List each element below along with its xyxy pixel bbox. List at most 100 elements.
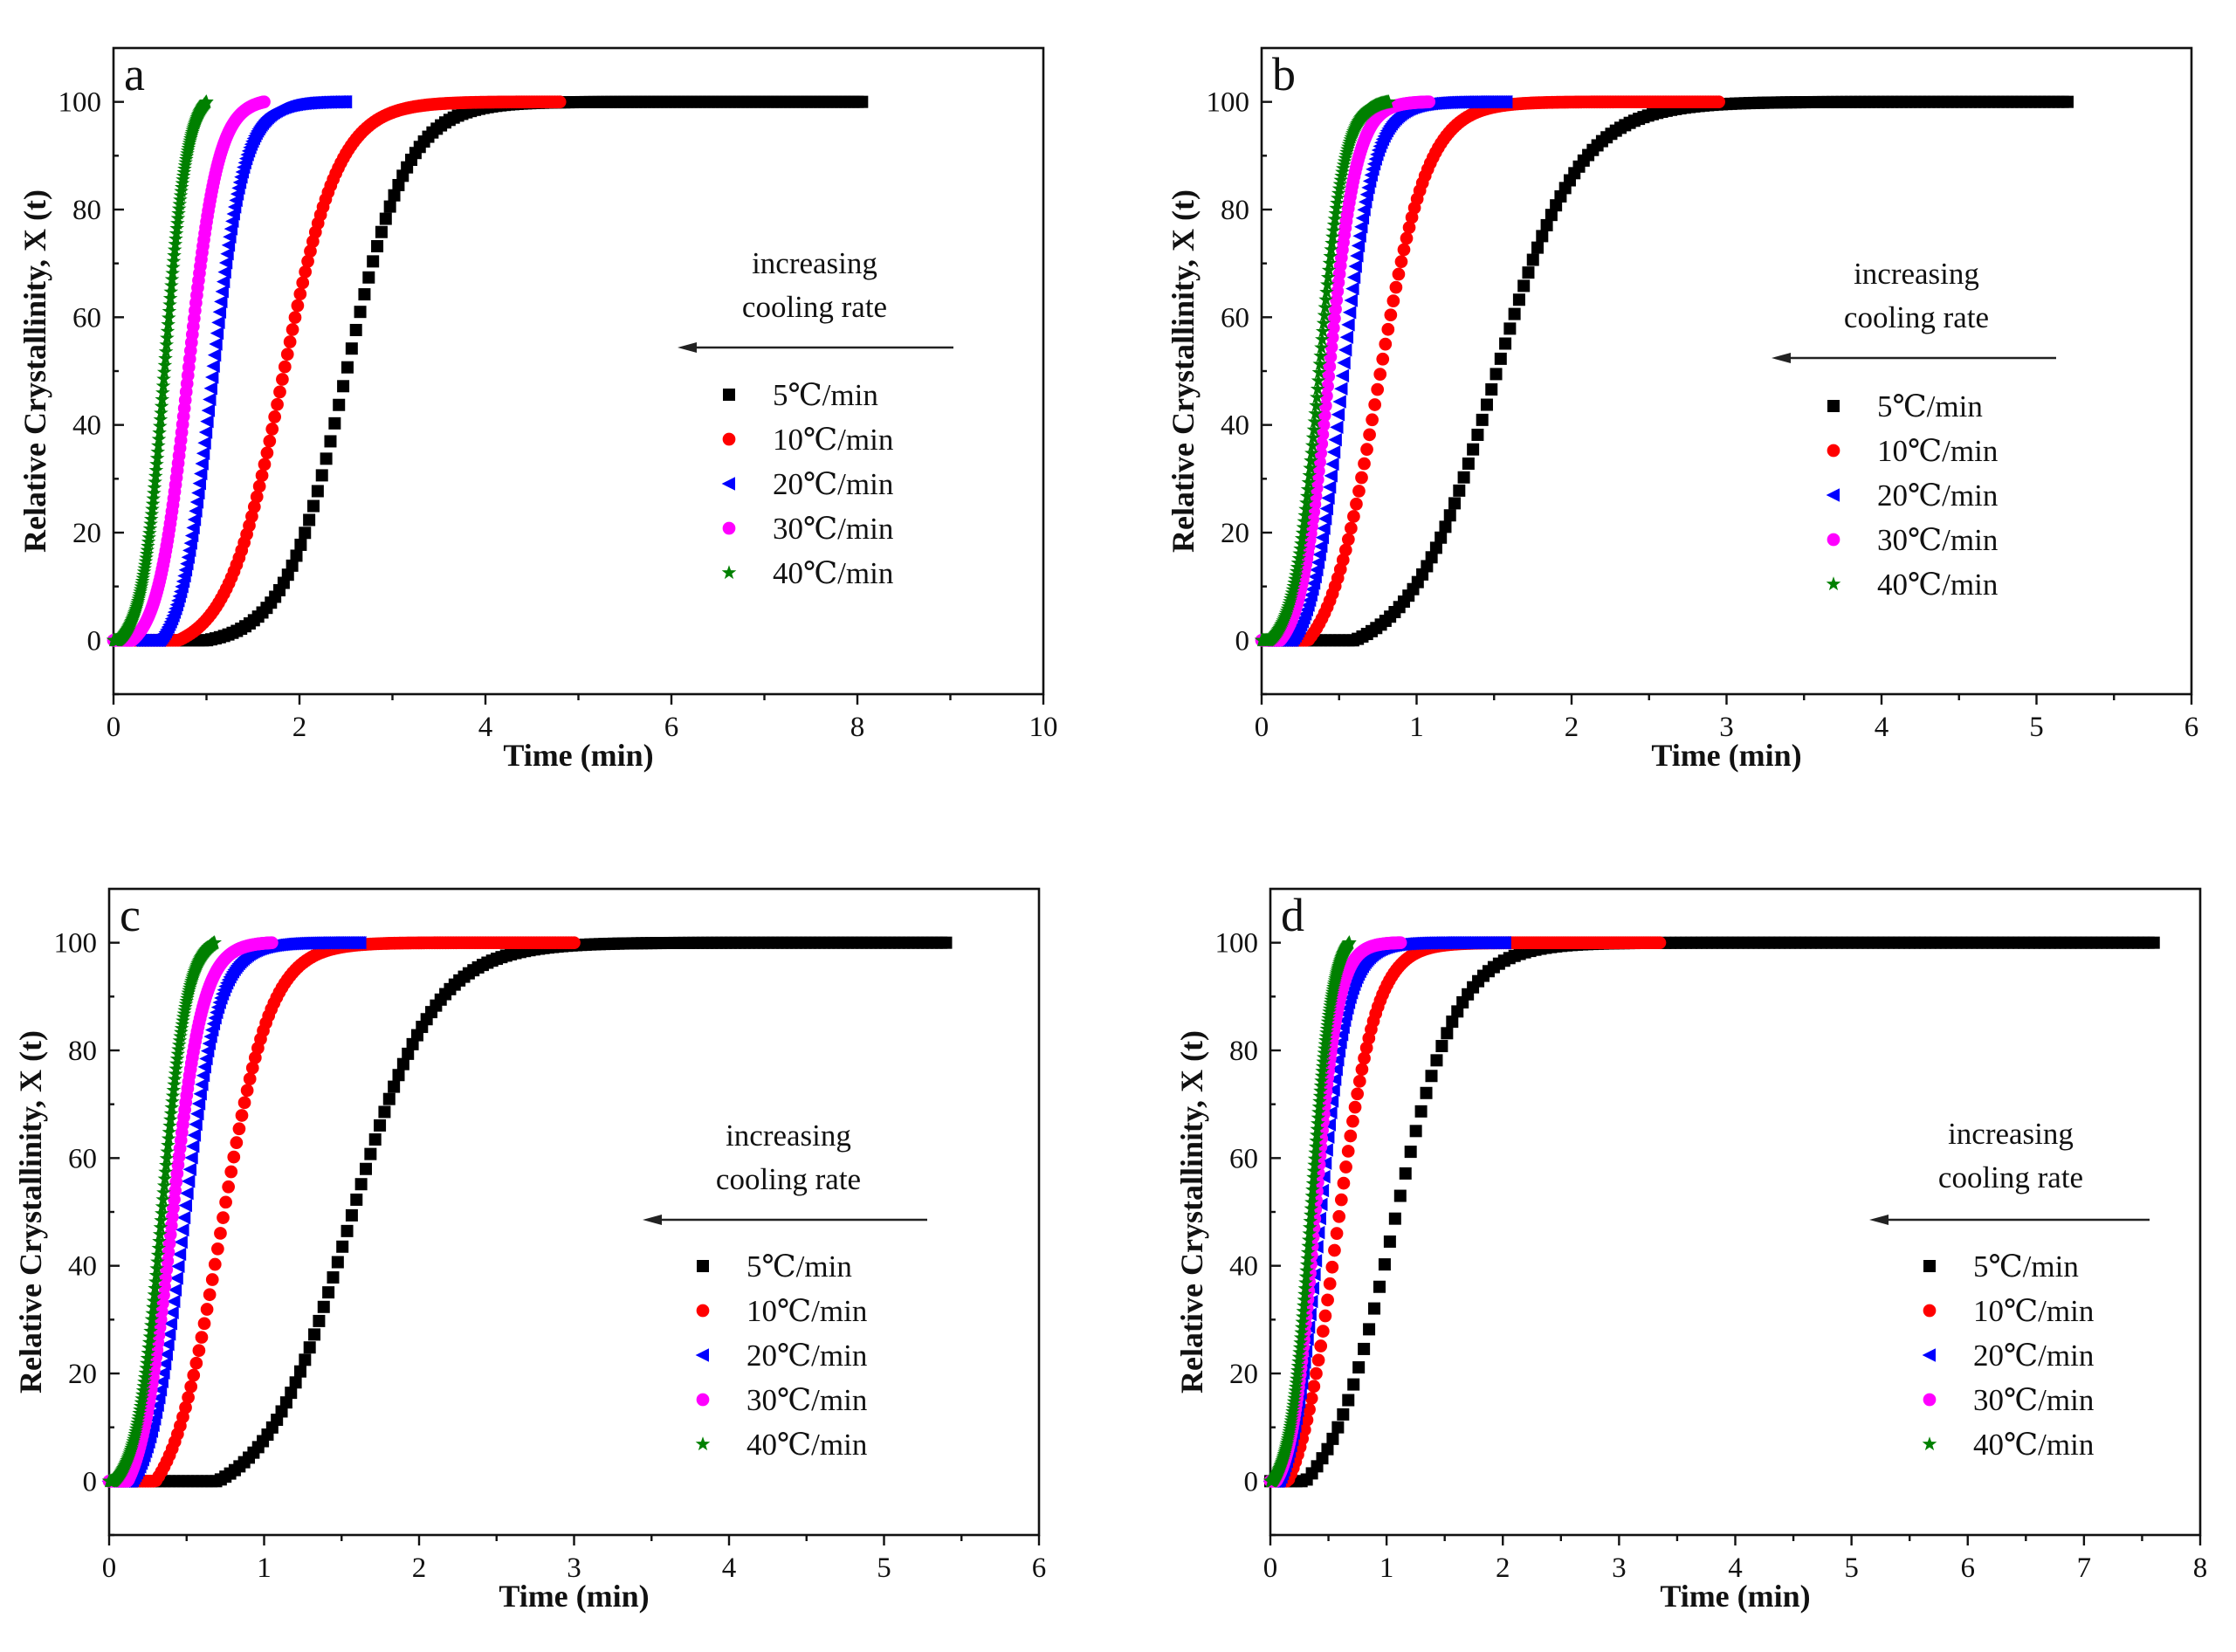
data-point <box>1337 1176 1351 1190</box>
data-point <box>1300 1244 1316 1259</box>
data-point <box>169 231 183 245</box>
data-point <box>1291 1353 1306 1368</box>
x-axis-title: Time (min) <box>1651 738 1801 773</box>
data-point <box>1384 308 1398 322</box>
data-point <box>219 1195 232 1209</box>
data-point <box>1298 1275 1313 1290</box>
data-point <box>1392 267 1406 281</box>
plot-area <box>1269 887 2202 1537</box>
legend-label: 30℃/min <box>1877 523 1998 557</box>
data-point <box>1325 1260 1339 1274</box>
legend-marker <box>1923 1260 1936 1272</box>
data-point <box>1291 1349 1307 1364</box>
data-point <box>172 196 188 211</box>
data-point <box>337 380 350 393</box>
data-point <box>195 1077 209 1091</box>
data-point <box>162 303 177 318</box>
data-point <box>304 244 317 258</box>
data-point <box>138 1365 154 1380</box>
data-point <box>299 1353 312 1366</box>
data-point <box>1522 266 1535 279</box>
data-point <box>1316 315 1331 330</box>
data-point <box>187 1368 201 1382</box>
data-point <box>293 287 307 301</box>
data-point <box>331 1256 344 1269</box>
x-axis: 0 2 4 6 8 10 <box>107 694 1058 743</box>
data-point <box>1318 299 1333 314</box>
data-point <box>327 1271 340 1284</box>
data-point <box>1404 1146 1417 1159</box>
data-point <box>1312 1088 1328 1103</box>
data-point <box>1517 279 1531 293</box>
legend-marker <box>1922 1348 1936 1362</box>
x-tick-label: 1 <box>1409 712 1424 743</box>
data-point <box>1379 337 1393 351</box>
data-point <box>168 1283 182 1298</box>
data-point <box>317 1300 330 1313</box>
data-point <box>1325 457 1339 472</box>
x-tick-label: 5 <box>2029 712 2044 743</box>
y-tick-label: 40 <box>1229 1251 1258 1283</box>
data-point <box>141 1340 156 1354</box>
data-point <box>1352 229 1366 243</box>
data-point <box>1294 531 1310 545</box>
data-point <box>143 512 159 526</box>
data-point <box>1315 1063 1330 1078</box>
data-point <box>174 1235 188 1249</box>
data-point <box>1439 520 1452 533</box>
data-point <box>1324 235 1339 250</box>
data-point <box>1324 1105 1338 1119</box>
data-point <box>333 398 346 411</box>
data-point <box>199 93 214 108</box>
x-tick-label: 4 <box>1875 712 1889 743</box>
data-point <box>1383 1235 1396 1248</box>
data-point <box>280 348 294 361</box>
data-point <box>388 189 401 202</box>
data-point <box>350 1193 363 1206</box>
data-point <box>148 463 164 477</box>
data-point <box>1471 428 1484 441</box>
data-point <box>165 1094 180 1108</box>
data-point <box>1321 262 1337 277</box>
annotation-line-2: cooling rate <box>716 1162 861 1196</box>
data-point <box>221 238 236 252</box>
y-tick-label: 60 <box>1229 1143 1258 1174</box>
data-point <box>150 1254 165 1269</box>
data-point <box>1299 495 1314 510</box>
data-point <box>245 1061 259 1075</box>
data-point <box>1341 318 1355 332</box>
data-point <box>135 1383 151 1397</box>
data-point <box>364 1147 377 1160</box>
data-point <box>168 1066 183 1081</box>
data-series <box>106 93 869 648</box>
data-point <box>153 1383 168 1397</box>
data-point <box>149 1261 164 1276</box>
data-point <box>189 495 204 509</box>
legend-marker <box>697 1260 709 1272</box>
data-point <box>144 506 160 521</box>
x-tick-label: 10 <box>1029 712 1058 743</box>
data-point <box>1348 1100 1362 1114</box>
series-40min <box>101 934 223 1488</box>
data-point <box>1304 1194 1319 1209</box>
data-point <box>1304 1207 1318 1222</box>
data-point <box>245 510 258 523</box>
x-axis: 0 1 2 3 4 5 6 <box>1255 694 2198 743</box>
data-point <box>146 491 162 506</box>
x-tick-label: 0 <box>107 712 121 743</box>
data-point <box>142 1329 158 1344</box>
x-axis: 0 1 2 3 4 5 6 7 8 <box>1263 1535 2207 1584</box>
data-point <box>1386 294 1400 307</box>
data-point <box>173 192 188 207</box>
data-point <box>158 344 174 358</box>
data-point <box>1317 307 1332 322</box>
data-point <box>209 337 223 351</box>
data-point <box>148 1274 163 1289</box>
data-point <box>1299 488 1315 503</box>
arrow-left-icon <box>643 1215 662 1225</box>
data-point <box>383 200 396 213</box>
data-point <box>286 559 299 572</box>
x-tick-label: 4 <box>478 712 493 743</box>
data-point <box>1338 343 1352 357</box>
legend-marker <box>1923 1304 1937 1318</box>
